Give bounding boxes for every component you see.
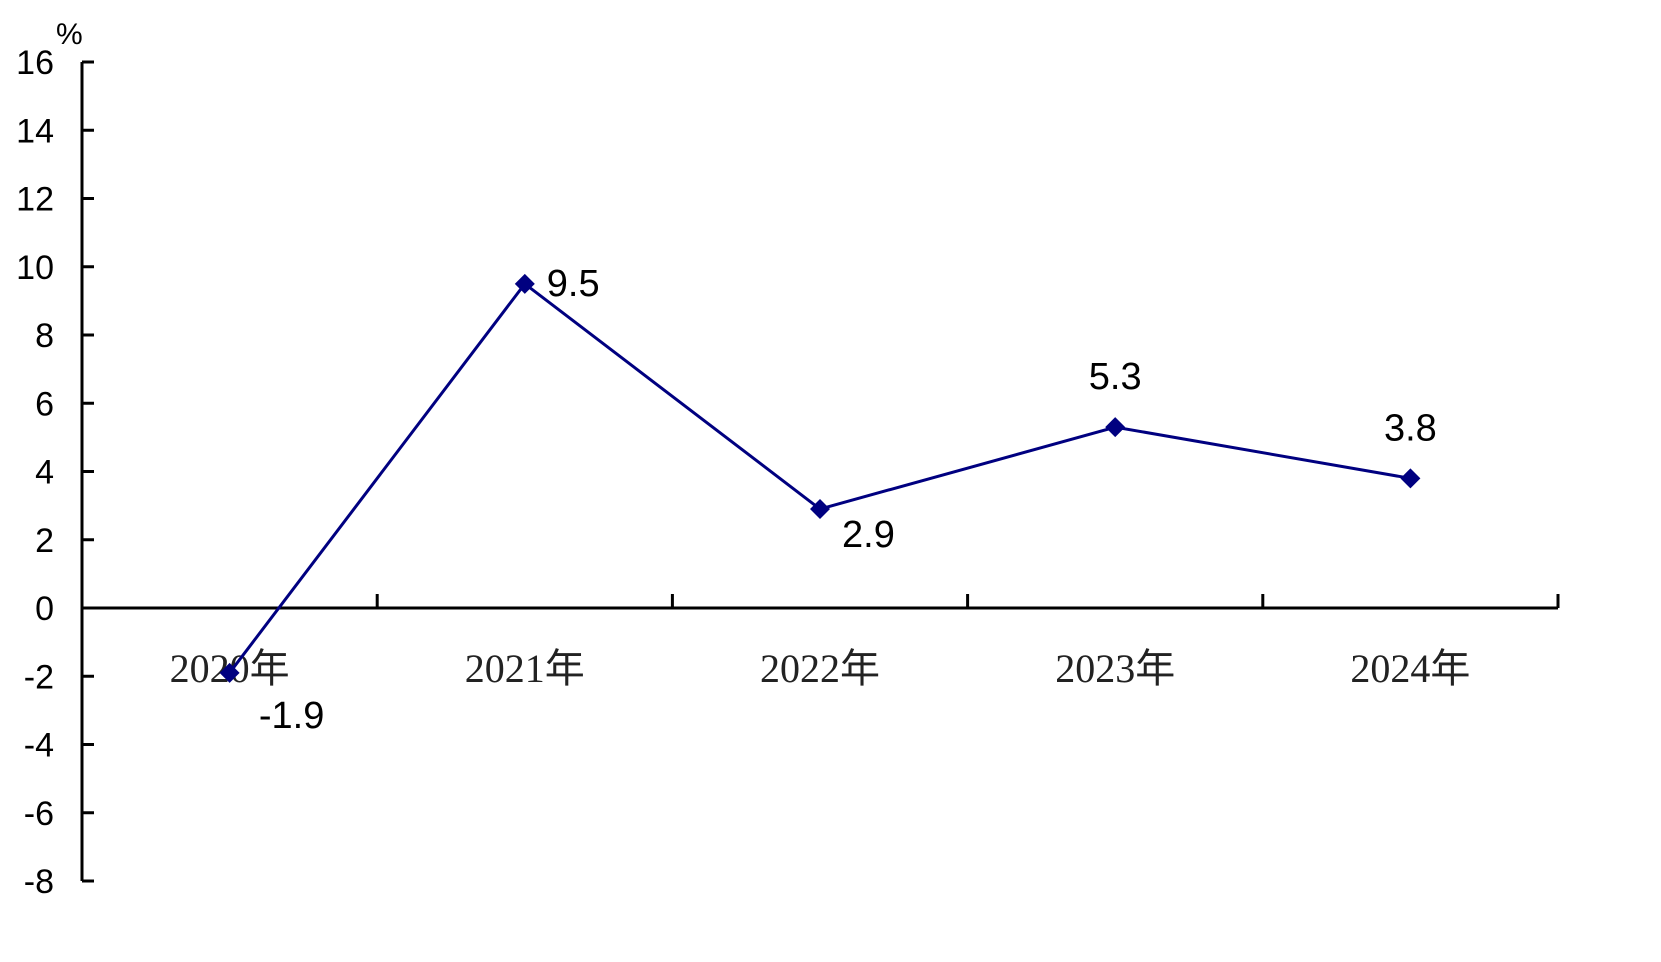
y-axis: 16 14 12 10 8 6 4 2 0 -2 -4 -6 -8 [16, 44, 94, 901]
data-value-label: 2.9 [842, 514, 895, 556]
x-category-label: 2023年 [1055, 646, 1175, 691]
y-tick-label: -8 [24, 863, 54, 901]
y-axis-unit-label: % [56, 18, 83, 51]
data-value-label: 9.5 [547, 263, 600, 305]
series-line [228, 281, 1411, 674]
data-point-marker [219, 662, 240, 683]
x-category-label: 2022年 [760, 646, 880, 691]
y-tick-label: 4 [35, 454, 54, 492]
x-category-label: 2021年 [465, 646, 585, 691]
x-axis: 2020年2021年2022年2023年2024年 [82, 594, 1560, 691]
y-tick-label: 12 [16, 181, 54, 219]
y-tick-label: -2 [24, 658, 54, 696]
y-tick-label: -4 [24, 727, 54, 765]
y-tick-label: 0 [35, 590, 54, 628]
y-tick-label: 8 [35, 317, 54, 355]
y-tick-label: 2 [35, 522, 54, 560]
data-value-label: 3.8 [1384, 407, 1437, 449]
data-point-marker [810, 499, 830, 520]
data-point-marker [1105, 417, 1126, 438]
data-value-label: -1.9 [259, 695, 324, 737]
data-point-marker [514, 273, 535, 294]
y-tick-label: 10 [16, 249, 54, 287]
x-category-label: 2024年 [1350, 646, 1470, 691]
y-tick-label: 14 [16, 112, 54, 150]
data-point-marker [1400, 468, 1421, 489]
series-line-group [219, 273, 1421, 683]
y-tick-label: -6 [24, 795, 54, 833]
data-labels: -1.9 9.5 2.9 5.3 3.8 [259, 263, 1437, 737]
y-tick-label: 16 [16, 44, 54, 82]
data-value-label: 5.3 [1089, 356, 1142, 398]
y-tick-label: 6 [35, 385, 54, 423]
